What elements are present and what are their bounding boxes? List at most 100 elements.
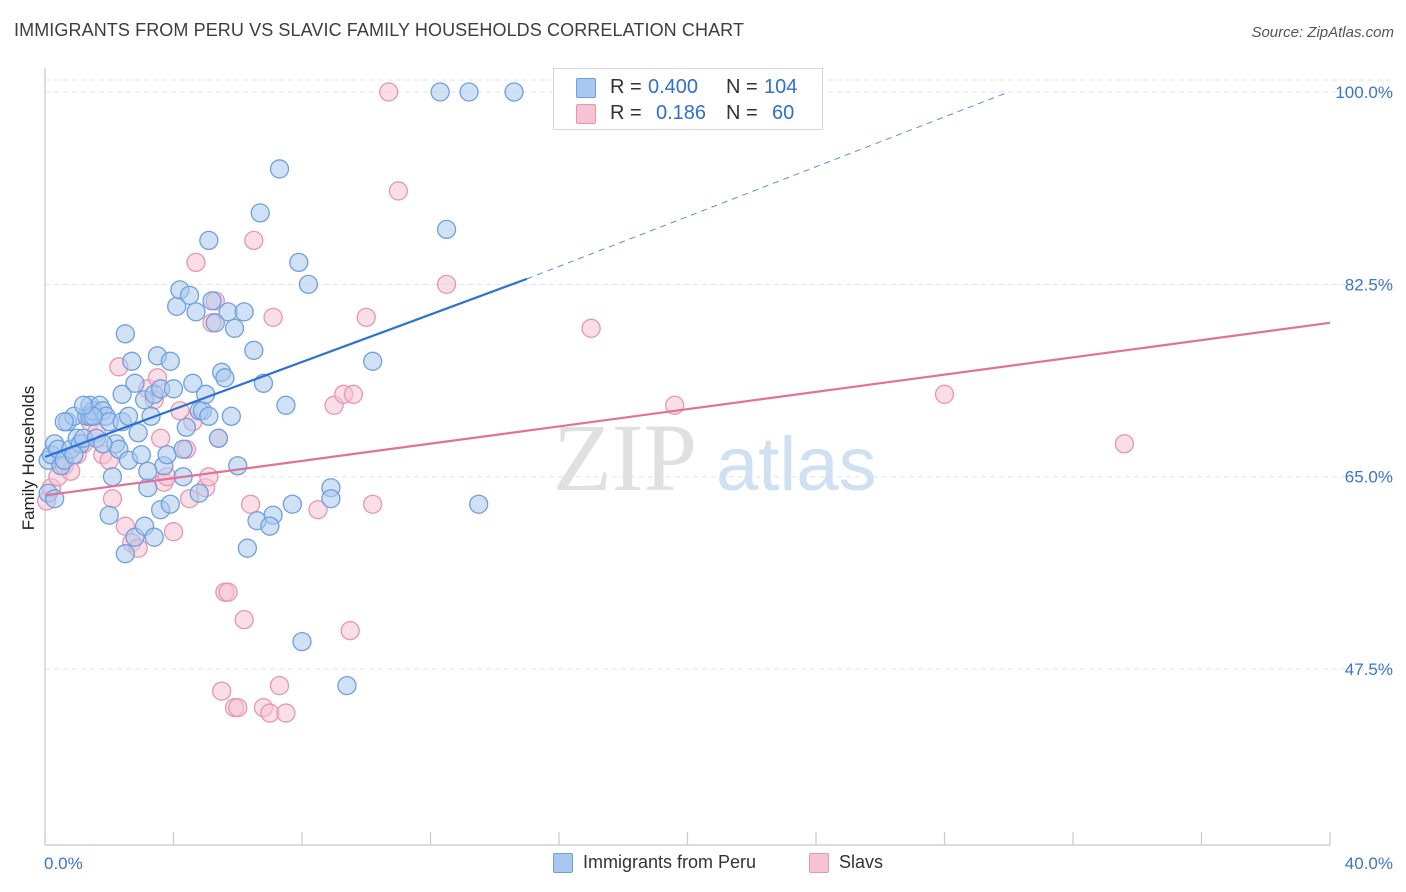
y-tick-label-1: 65.0%: [1345, 468, 1393, 487]
peru-point-60: [215, 368, 235, 388]
peru-point-86: [99, 505, 119, 525]
peru-point-56: [202, 291, 222, 311]
slavs-point-45: [308, 500, 328, 520]
peru-point-78: [337, 675, 357, 696]
peru-point-36: [141, 406, 161, 426]
slavs-point-53: [436, 274, 457, 295]
peru-point-55: [199, 230, 219, 251]
legend-stats: R = 0.400 N = 104 R = 0.186 N = 60: [553, 68, 823, 130]
slavs-point-35: [218, 582, 238, 602]
slavs-point-57: [1114, 434, 1135, 454]
peru-trendline: [44, 277, 528, 458]
peru-point-80: [430, 82, 450, 102]
slavs-point-38: [234, 609, 254, 630]
gridlines: [45, 79, 1392, 670]
slavs-swatch: [576, 104, 596, 124]
peru-n-value: 104: [764, 76, 798, 98]
peru-point-63: [224, 318, 245, 338]
x-tick-labels: 0.0% 40.0%: [44, 854, 1393, 873]
peru-point-66: [244, 340, 264, 360]
slavs-point-44: [276, 703, 296, 723]
slavs-point-42: [263, 307, 283, 327]
slavs-point-49: [356, 307, 376, 327]
y-tick-labels: 47.5% 65.0% 82.5% 100.0%: [1335, 83, 1393, 679]
peru-point-41: [157, 445, 177, 465]
slavs-point-27: [186, 252, 206, 273]
peru-point-71: [276, 395, 296, 415]
slavs-point-43: [269, 675, 290, 696]
peru-trendline-extension: [526, 91, 1009, 280]
peru-point-72: [282, 494, 303, 514]
peru-point-61: [218, 302, 238, 322]
peru-point-98: [189, 483, 209, 503]
peru-point-49: [183, 373, 203, 393]
peru-point-83: [469, 494, 489, 514]
peru-point-30: [122, 351, 142, 371]
peru-point-82: [459, 82, 479, 102]
slavs-trendline: [44, 321, 1331, 497]
chart-source: Source: ZipAtlas.com: [1251, 24, 1394, 41]
peru-point-73: [289, 252, 309, 273]
slavs-point-19: [150, 428, 171, 448]
peru-point-32: [128, 423, 148, 443]
peru-point-43: [163, 379, 184, 399]
peru-point-81: [436, 219, 457, 240]
peru-point-93: [160, 494, 180, 514]
slavs-n-value: 60: [772, 102, 795, 124]
slavs-point-11: [102, 489, 123, 509]
peru-point-23: [102, 467, 123, 487]
slavs-point-41: [260, 703, 280, 723]
peru-point-67: [250, 203, 270, 223]
slavs-point-56: [934, 384, 955, 404]
peru-point-90: [138, 461, 158, 481]
peru-point-57: [205, 313, 225, 333]
peru-point-77: [321, 489, 341, 509]
watermark-zip: ZIP: [553, 404, 697, 511]
peru-point-87: [115, 544, 135, 564]
slavs-point-37: [228, 697, 248, 718]
peru-swatch: [576, 78, 596, 98]
slavs-point-29: [199, 467, 219, 487]
peru-point-54: [199, 406, 219, 426]
peru-point-91: [144, 527, 164, 547]
peru-point-62: [221, 406, 241, 426]
peru-point-48: [179, 285, 200, 306]
slavs-point-52: [388, 181, 409, 201]
peru-point-33: [131, 445, 152, 465]
peru-point-27: [112, 384, 132, 404]
peru-point-50: [186, 302, 206, 322]
peru-point-95: [237, 538, 258, 558]
peru-point-97: [260, 516, 280, 536]
peru-n-label: N =: [726, 76, 758, 98]
y-axis-label: Family Households: [19, 385, 38, 531]
slavs-r-value: 0.186: [656, 102, 707, 124]
legend-slavs-label: Slavs: [839, 852, 884, 872]
peru-point-64: [228, 456, 248, 476]
peru-point-31: [125, 373, 145, 393]
slavs-point-51: [379, 82, 399, 102]
y-tick-label-0: 47.5%: [1345, 660, 1393, 679]
peru-point-102: [73, 395, 94, 415]
x-tick-label-1: 40.0%: [1345, 854, 1393, 873]
slavs-point-54: [581, 318, 601, 338]
peru-point-84: [504, 82, 524, 102]
watermark-atlas: atlas: [716, 422, 877, 507]
peru-point-42: [160, 351, 180, 371]
chart-title: IMMIGRANTS FROM PERU VS SLAVIC FAMILY HO…: [14, 20, 745, 40]
peru-point-28: [115, 324, 135, 344]
peru-point-58: [208, 428, 229, 448]
slavs-r-label: R =: [610, 102, 642, 124]
slavs-point-48: [343, 384, 364, 404]
peru-point-75: [292, 631, 312, 652]
peru-point-47: [176, 417, 197, 437]
peru-point-65: [234, 302, 254, 322]
peru-point-74: [298, 274, 319, 295]
slavs-point-33: [212, 681, 232, 701]
trendlines: [44, 91, 1331, 497]
peru-point-79: [363, 351, 383, 371]
peru-r-label: R =: [610, 76, 642, 98]
slavs-point-50: [363, 494, 383, 514]
peru-r-value: 0.400: [648, 76, 699, 98]
slavs-point-39: [244, 230, 264, 251]
